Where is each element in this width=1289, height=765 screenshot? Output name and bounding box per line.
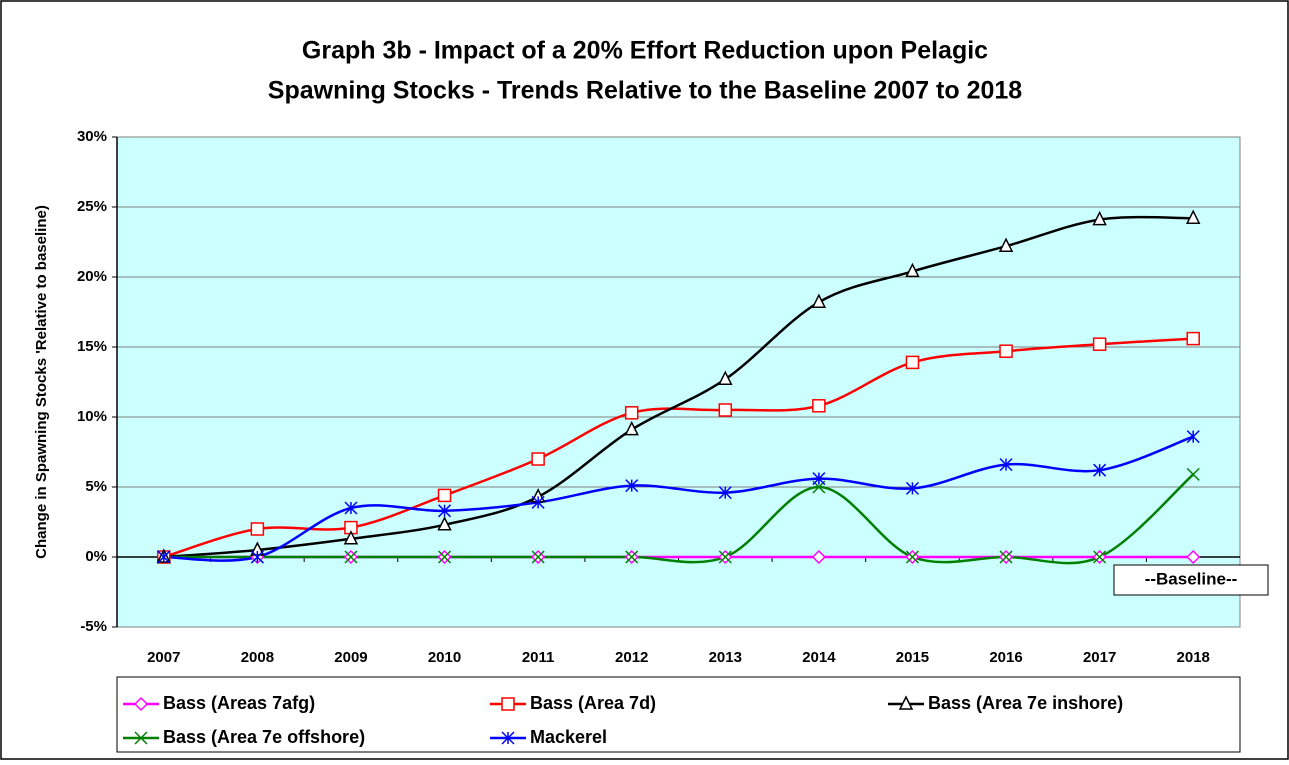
- marker: [999, 458, 1013, 472]
- y-tick-label: 20%: [77, 268, 107, 285]
- legend-label: Bass (Area 7e inshore): [928, 693, 1123, 713]
- marker: [437, 516, 452, 531]
- marker: [250, 550, 264, 564]
- legend-label: Mackerel: [530, 727, 607, 747]
- legend-label: Bass (Area 7d): [530, 693, 656, 713]
- marker: [718, 370, 733, 385]
- x-tick-label: 2013: [709, 649, 742, 666]
- plot-area: [116, 136, 1241, 628]
- marker: [1186, 467, 1200, 481]
- y-tick-label: 25%: [77, 198, 107, 215]
- marker: [718, 550, 732, 564]
- marker: [438, 550, 452, 564]
- legend-item: Bass (Area 7e offshore): [123, 727, 365, 747]
- marker: [501, 697, 515, 711]
- marker: [133, 696, 149, 712]
- marker: [1092, 337, 1107, 351]
- series-line: [163, 435, 1194, 562]
- marker: [437, 488, 452, 503]
- x-tick-label: 2018: [1177, 649, 1210, 666]
- marker: [157, 550, 171, 564]
- x-tick-label: 2015: [896, 649, 929, 666]
- chart-title: Spawning Stocks - Trends Relative to the…: [268, 77, 1023, 105]
- y-tick-label: 30%: [77, 128, 107, 145]
- y-tick-label: 5%: [85, 478, 107, 495]
- marker: [531, 495, 545, 509]
- y-axis-label: Change in Spawning Stocks 'Relative to b…: [33, 205, 50, 559]
- legend-item: Bass (Area 7e inshore): [888, 693, 1123, 713]
- x-tick-label: 2014: [802, 649, 836, 666]
- marker: [905, 481, 919, 495]
- marker: [344, 550, 358, 564]
- marker: [718, 403, 733, 417]
- marker: [905, 262, 920, 278]
- x-tick-label: 2010: [428, 649, 461, 666]
- marker: [624, 420, 639, 436]
- marker: [250, 522, 265, 536]
- marker: [811, 293, 827, 308]
- marker: [438, 504, 452, 518]
- marker: [134, 731, 148, 745]
- x-tick-label: 2011: [522, 649, 555, 666]
- marker: [625, 550, 639, 564]
- x-tick-label: 2009: [334, 649, 367, 666]
- marker: [999, 550, 1013, 564]
- marker: [898, 695, 914, 710]
- legend-label: Bass (Areas 7afg): [163, 693, 315, 713]
- legend-item: Bass (Areas 7afg): [123, 693, 315, 713]
- marker: [1092, 210, 1107, 226]
- marker: [1186, 549, 1201, 565]
- y-tick-label: -5%: [80, 618, 107, 635]
- marker: [344, 501, 358, 515]
- annotation: --Baseline--: [1145, 569, 1238, 588]
- marker: [999, 344, 1013, 358]
- chart-title: Graph 3b - Impact of a 20% Effort Reduct…: [302, 37, 988, 65]
- marker: [905, 355, 920, 370]
- marker: [624, 406, 639, 420]
- marker: [812, 472, 826, 486]
- x-tick-label: 2016: [989, 649, 1022, 666]
- marker: [1185, 209, 1201, 224]
- legend-box: [116, 676, 1241, 753]
- annotation-box: [1113, 564, 1269, 596]
- marker: [1093, 463, 1107, 477]
- marker: [343, 530, 359, 545]
- x-tick-label: 2012: [615, 649, 648, 666]
- marker: [905, 550, 919, 564]
- marker: [998, 237, 1014, 252]
- marker: [812, 399, 826, 413]
- marker: [1186, 331, 1200, 346]
- marker: [1186, 430, 1200, 444]
- marker: [1093, 550, 1107, 564]
- marker: [501, 731, 515, 745]
- legend-label: Bass (Area 7e offshore): [163, 727, 365, 747]
- marker: [811, 549, 826, 565]
- x-tick-label: 2008: [241, 649, 274, 666]
- y-tick-label: 0%: [85, 548, 107, 565]
- marker: [625, 479, 639, 493]
- x-tick-label: 2007: [147, 649, 180, 666]
- x-tick-label: 2017: [1083, 649, 1116, 666]
- marker: [531, 452, 545, 466]
- marker: [531, 550, 545, 564]
- legend-item: Bass (Area 7d): [490, 693, 656, 713]
- legend-item: Mackerel: [490, 727, 607, 747]
- y-tick-label: 10%: [77, 408, 107, 425]
- y-tick-label: 15%: [77, 338, 107, 355]
- marker: [718, 486, 732, 500]
